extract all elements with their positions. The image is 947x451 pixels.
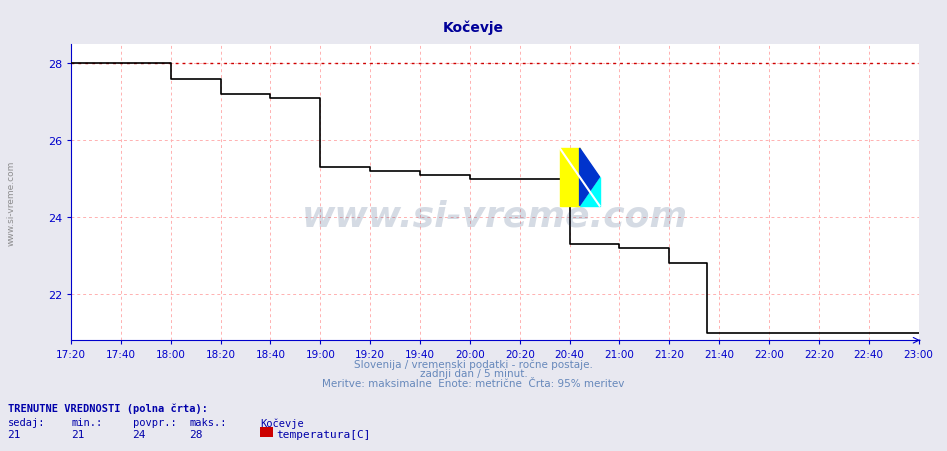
- Polygon shape: [580, 177, 599, 206]
- Text: povpr.:: povpr.:: [133, 417, 176, 427]
- Text: www.si-vreme.com: www.si-vreme.com: [302, 199, 688, 234]
- Bar: [560, 149, 580, 206]
- Text: TRENUTNE VREDNOSTI (polna črta):: TRENUTNE VREDNOSTI (polna črta):: [8, 402, 207, 413]
- Text: 28: 28: [189, 429, 203, 439]
- Text: Kočevje: Kočevje: [260, 417, 304, 428]
- Text: 24: 24: [133, 429, 146, 439]
- Text: temperatura[C]: temperatura[C]: [277, 429, 371, 439]
- Text: 21: 21: [71, 429, 84, 439]
- Polygon shape: [580, 149, 599, 206]
- Text: Kočevje: Kočevje: [443, 20, 504, 35]
- Text: Meritve: maksimalne  Enote: metrične  Črta: 95% meritev: Meritve: maksimalne Enote: metrične Črta…: [322, 378, 625, 388]
- Text: maks.:: maks.:: [189, 417, 227, 427]
- Text: Slovenija / vremenski podatki - ročne postaje.: Slovenija / vremenski podatki - ročne po…: [354, 359, 593, 369]
- Text: 21: 21: [8, 429, 21, 439]
- Text: www.si-vreme.com: www.si-vreme.com: [7, 161, 16, 245]
- Text: min.:: min.:: [71, 417, 102, 427]
- Text: zadnji dan / 5 minut.: zadnji dan / 5 minut.: [420, 368, 527, 378]
- Text: sedaj:: sedaj:: [8, 417, 45, 427]
